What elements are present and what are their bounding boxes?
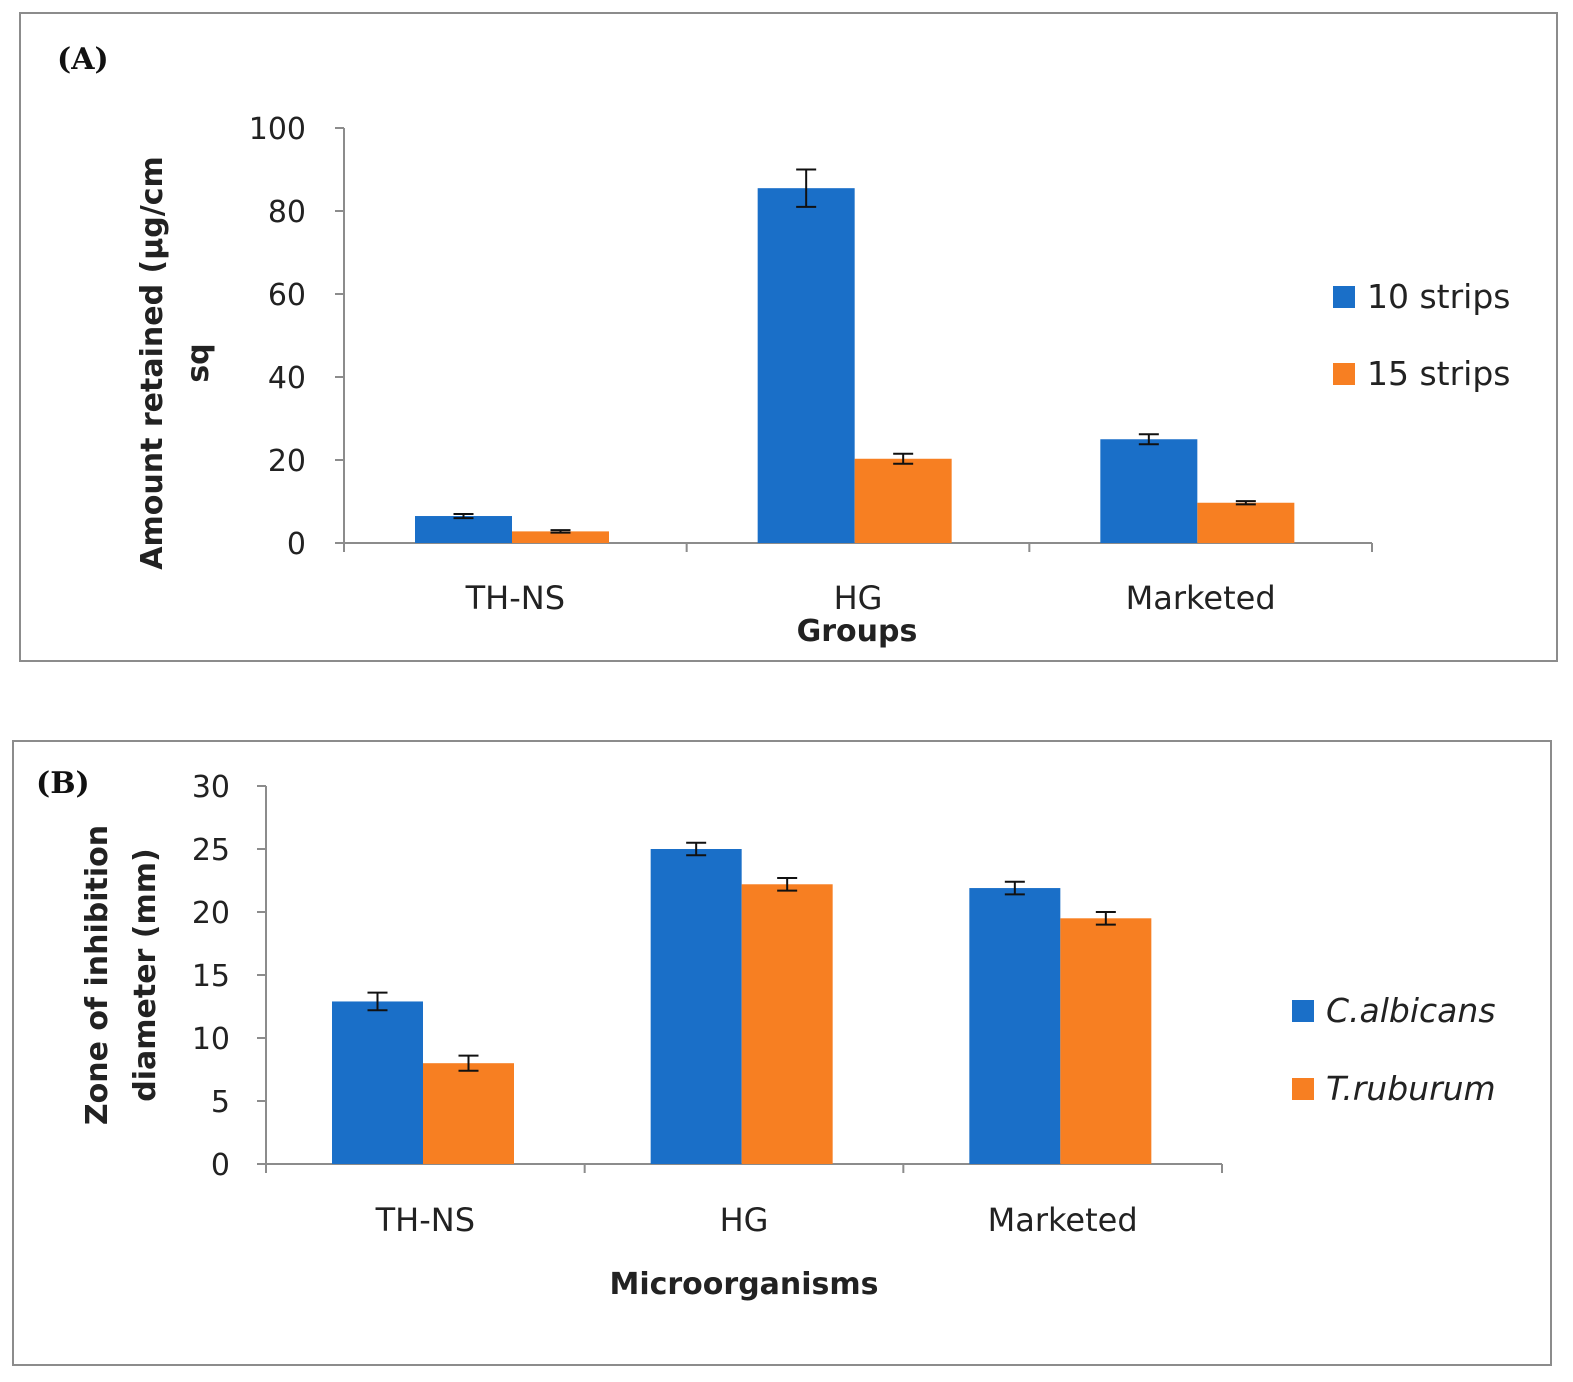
y-tick-label-b-2: 10 [192, 1022, 230, 1057]
y-tick-label-b-3: 15 [192, 959, 230, 994]
bar-b-0-2 [969, 888, 1061, 1164]
bar-a-1-2 [1197, 502, 1295, 543]
x-axis-title-a: Groups [797, 614, 918, 649]
panel-label-b: (B) [36, 766, 90, 801]
x-tick-label-a-2: Marketed [1126, 579, 1276, 617]
bar-a-0-0 [415, 516, 512, 543]
legend-label-a-0: 10 strips [1367, 277, 1511, 316]
y-tick-label-b-6: 30 [192, 770, 230, 805]
y-axis-title-line2-a: sq [181, 343, 216, 382]
panel-label-a: (A) [57, 42, 109, 77]
y-tick-label-a-5: 100 [249, 112, 306, 147]
bar-b-1-2 [1060, 918, 1152, 1164]
y-tick-label-b-4: 20 [192, 896, 230, 931]
x-tick-label-b-1: HG [720, 1201, 769, 1239]
y-tick-label-a-0: 0 [287, 527, 306, 562]
y-tick-label-a-2: 40 [268, 361, 306, 396]
x-tick-label-b-2: Marketed [988, 1201, 1138, 1239]
bar-b-1-0 [423, 1063, 514, 1164]
bar-b-1-1 [741, 884, 833, 1164]
y-axis-title-line1-a: Amount retained (µg/cm [135, 156, 170, 569]
y-tick-label-b-0: 0 [211, 1148, 230, 1183]
y-axis-title-line1-b: Zone of inhibition [80, 825, 115, 1125]
y-axis-title-line2-b: diameter (mm) [128, 848, 163, 1101]
legend-label-a-1: 15 strips [1367, 354, 1511, 393]
bar-a-0-2 [1100, 439, 1198, 543]
legend-swatch-a-0 [1333, 286, 1355, 308]
x-tick-label-b-0: TH-NS [375, 1201, 475, 1239]
bar-a-0-1 [757, 188, 855, 544]
bar-a-1-0 [512, 531, 609, 543]
legend-label-b-0: C.albicans [1326, 991, 1496, 1030]
legend-label-b-1: T.ruburum [1326, 1069, 1496, 1108]
legend-swatch-b-1 [1292, 1078, 1314, 1100]
y-tick-label-a-1: 20 [268, 444, 306, 479]
x-tick-label-a-0: TH-NS [465, 579, 565, 617]
x-axis-title-b: Microorganisms [609, 1267, 878, 1302]
bar-b-0-1 [650, 849, 742, 1164]
bar-a-1-1 [854, 458, 952, 543]
x-tick-label-a-1: HG [834, 579, 883, 617]
legend-swatch-a-1 [1333, 363, 1355, 385]
bar-b-0-0 [332, 1001, 423, 1164]
y-tick-label-a-4: 80 [268, 195, 306, 230]
y-tick-label-b-5: 25 [192, 833, 230, 868]
y-tick-label-a-3: 60 [268, 278, 306, 313]
legend-swatch-b-0 [1292, 1000, 1314, 1022]
y-tick-label-b-1: 5 [211, 1085, 230, 1120]
